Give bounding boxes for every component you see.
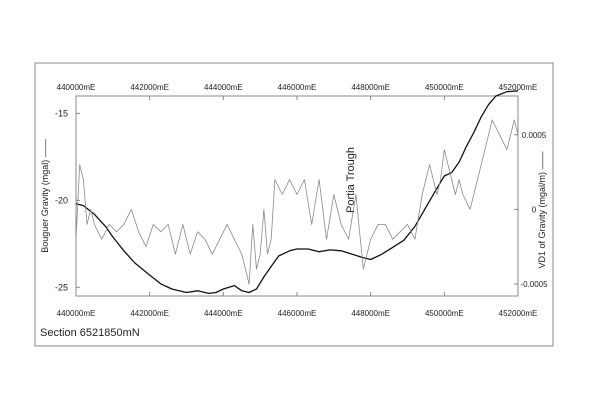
y-right-tick-label: 0 — [532, 205, 537, 214]
plot-area-frame — [75, 95, 519, 297]
x-tick-label-bottom: 442000mE — [130, 309, 169, 318]
y-left-tick-label: -15 — [55, 108, 68, 118]
x-tick-label-top: 452000mE — [499, 83, 538, 92]
y-axis-right-label: VD1 of Gravity (mgal/m) —— — [537, 151, 547, 268]
x-tick-label-top: 444000mE — [204, 83, 243, 92]
x-axis-bottom: 440000mE 442000mE 444000mE 446000mE 448000mE… — [57, 292, 538, 318]
y-right-tick-label: 0.0005 — [522, 131, 547, 140]
x-tick-label-top: 446000mE — [278, 83, 317, 92]
series-layer — [75, 90, 519, 295]
y-axis-right: 0.0005 0 -0.0005 — [514, 131, 548, 289]
x-tick-label-bottom: 444000mE — [204, 309, 243, 318]
y-left-tick-label: -25 — [55, 282, 68, 292]
x-tick-label-bottom: 440000mE — [57, 309, 96, 318]
outer-frame — [34, 62, 554, 347]
portia-trough-annotation: Portia Trough — [345, 147, 357, 213]
x-tick-label-top: 450000mE — [425, 83, 464, 92]
x-tick-label-top: 440000mE — [57, 83, 96, 92]
x-tick-label-bottom: 448000mE — [351, 309, 390, 318]
y-left-tick-label: -20 — [55, 195, 68, 205]
x-tick-label-bottom: 446000mE — [278, 309, 317, 318]
y-axis-left-label: Bouguer Gravity (mgal) —— — [40, 139, 50, 253]
section-caption: Section 6521850mN — [40, 327, 140, 339]
x-axis-top: 440000mE 442000mE 444000mE 446000mE 448000mE… — [57, 83, 538, 100]
x-tick-label-top: 442000mE — [130, 83, 169, 92]
bouguer-gravity-line — [75, 90, 519, 295]
y-right-tick-label: -0.0005 — [520, 280, 548, 289]
x-tick-label-bottom: 450000mE — [425, 309, 464, 318]
vd1-gravity-line — [75, 119, 519, 285]
x-tick-label-bottom: 452000mE — [499, 309, 538, 318]
x-tick-label-top: 448000mE — [351, 83, 390, 92]
